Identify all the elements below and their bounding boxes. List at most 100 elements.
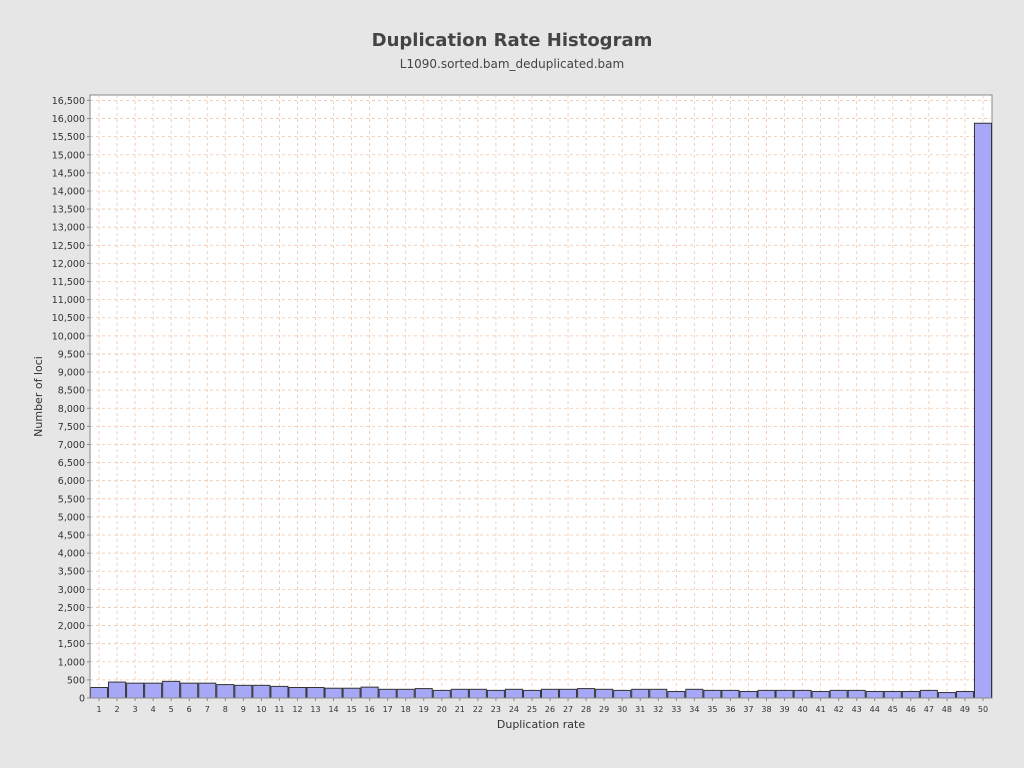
- bar-5: [162, 680, 181, 699]
- x-tick-label: 13: [310, 705, 320, 714]
- bar-50: [973, 122, 993, 699]
- bar-41: [811, 690, 830, 699]
- bar-8: [216, 684, 235, 699]
- x-tick-label: 21: [455, 705, 465, 714]
- x-tick-label: 37: [743, 705, 753, 714]
- y-tick-label: 9,000: [58, 368, 85, 379]
- y-tick-label: 13,000: [52, 223, 85, 234]
- x-tick-label: 35: [707, 705, 717, 714]
- x-tick-label: 34: [689, 705, 699, 714]
- x-tick-label: 8: [223, 705, 228, 714]
- bar-27: [559, 688, 578, 699]
- x-tick-label: 49: [960, 705, 970, 714]
- x-tick-label: 5: [169, 705, 174, 714]
- bar-48: [937, 692, 956, 699]
- x-tick-label: 46: [906, 705, 916, 714]
- bar-2: [108, 681, 127, 699]
- x-tick-label: 40: [797, 705, 807, 714]
- y-tick-label: 12,500: [52, 241, 85, 252]
- y-tick-label: 2,000: [58, 621, 85, 632]
- x-tick-label: 12: [292, 705, 302, 714]
- bar-37: [739, 690, 758, 699]
- bar-34: [685, 688, 704, 699]
- bar-32: [649, 688, 668, 699]
- y-tick-label: 6,000: [58, 476, 85, 487]
- bar-31: [631, 688, 650, 699]
- y-tick-label: 4,500: [58, 531, 85, 542]
- y-tick-label: 16,000: [52, 114, 85, 125]
- y-tick-label: 5,500: [58, 494, 85, 505]
- x-tick-label: 17: [383, 705, 393, 714]
- y-tick-label: 9,500: [58, 349, 85, 360]
- y-tick-label: 7,000: [58, 440, 85, 451]
- x-tick-label: 6: [187, 705, 192, 714]
- bar-12: [288, 686, 307, 699]
- bar-35: [703, 689, 722, 699]
- y-tick-label: 5,000: [58, 512, 85, 523]
- x-tick-label: 32: [653, 705, 663, 714]
- bar-18: [396, 688, 415, 699]
- x-tick-label: 41: [816, 705, 826, 714]
- x-tick-label: 38: [761, 705, 771, 714]
- x-tick-label: 9: [241, 705, 246, 714]
- y-tick-label: 10,500: [52, 313, 85, 324]
- x-tick-label: 42: [834, 705, 844, 714]
- bar-4: [144, 682, 163, 699]
- x-tick-label: 36: [725, 705, 735, 714]
- y-axis-label: Number of loci: [32, 356, 45, 437]
- y-tick-label: 0: [79, 694, 85, 705]
- y-tick-label: 8,000: [58, 404, 85, 415]
- bar-25: [522, 689, 542, 699]
- bar-6: [180, 682, 199, 699]
- bar-7: [198, 682, 217, 699]
- x-tick-label: 28: [581, 705, 591, 714]
- x-tick-label: 11: [274, 705, 284, 714]
- y-tick-label: 15,000: [52, 150, 85, 161]
- plot-area: [89, 94, 993, 699]
- x-tick-label: 3: [133, 705, 138, 714]
- bar-47: [919, 689, 938, 699]
- y-tick-label: 2,500: [58, 603, 85, 614]
- bar-42: [829, 689, 848, 699]
- x-tick-label: 19: [419, 705, 429, 714]
- bar-11: [270, 685, 289, 699]
- x-tick-label: 7: [205, 705, 210, 714]
- x-tick-label: 31: [635, 705, 645, 714]
- x-tick-label: 43: [852, 705, 862, 714]
- chart-subtitle: L1090.sorted.bam_deduplicated.bam: [399, 57, 625, 71]
- x-tick-label: 1: [96, 705, 101, 714]
- grid-lines: [90, 95, 992, 698]
- y-tick-label: 12,000: [52, 259, 85, 270]
- x-tick-label: 18: [401, 705, 411, 714]
- x-tick-label: 25: [527, 705, 537, 714]
- bar-13: [306, 686, 325, 699]
- y-tick-label: 3,500: [58, 567, 85, 578]
- bar-26: [541, 688, 560, 699]
- x-tick-label: 24: [509, 705, 519, 714]
- x-tick-label: 4: [151, 705, 156, 714]
- bar-17: [378, 688, 397, 699]
- bar-49: [955, 690, 974, 699]
- x-tick-label: 30: [617, 705, 627, 714]
- y-tick-label: 7,500: [58, 422, 85, 433]
- bar-20: [432, 689, 451, 699]
- bar-1: [90, 686, 109, 699]
- bar-14: [324, 687, 343, 699]
- bar-39: [775, 689, 794, 699]
- bar-21: [450, 688, 469, 699]
- y-tick-label: 4,000: [58, 549, 85, 560]
- x-tick-label: 22: [473, 705, 483, 714]
- x-tick-label: 50: [978, 705, 988, 714]
- x-tick-label: 47: [924, 705, 934, 714]
- y-tick-label: 3,000: [58, 585, 85, 596]
- y-tick-label: 16,500: [52, 96, 85, 107]
- y-tick-label: 11,000: [52, 295, 85, 306]
- bar-36: [721, 689, 740, 699]
- x-tick-label: 27: [563, 705, 573, 714]
- bar-23: [486, 689, 505, 699]
- bar-10: [252, 684, 271, 699]
- bar-28: [577, 688, 596, 699]
- bar-3: [126, 682, 145, 699]
- x-axis-label: Duplication rate: [497, 718, 585, 731]
